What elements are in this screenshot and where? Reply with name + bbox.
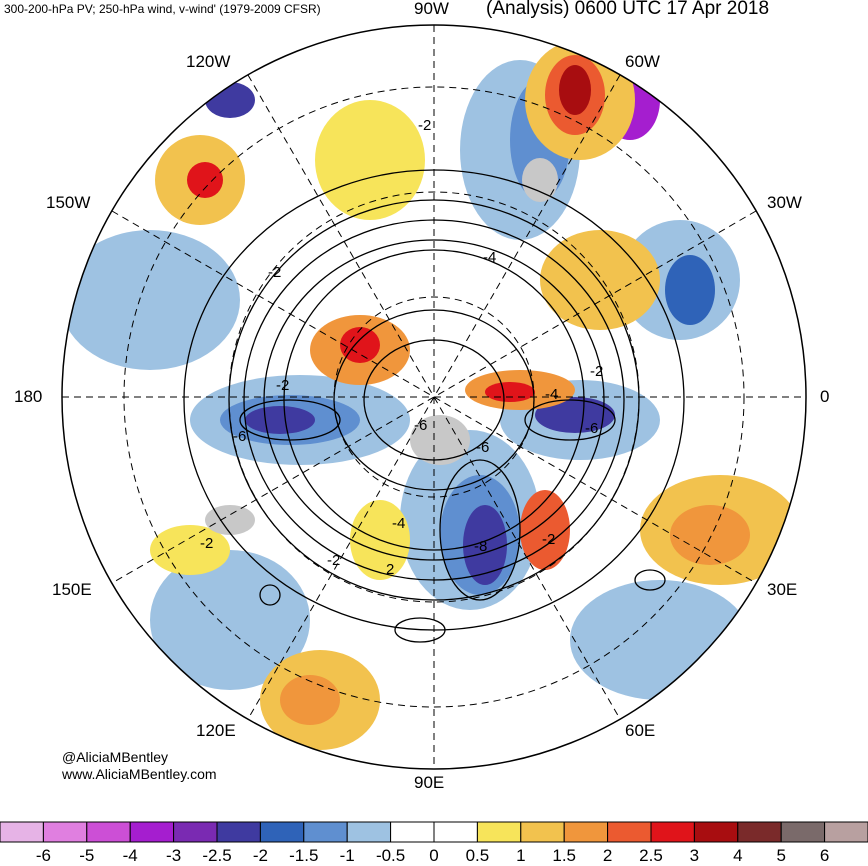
lon-label-120w: 120W xyxy=(186,52,231,71)
colorbar-tick-label: 1.5 xyxy=(552,846,577,865)
contour-label: -2 xyxy=(418,117,431,134)
colorbar-tick-label: -3 xyxy=(166,846,182,865)
contour-labels: -2 -2 -4 -2 -2 -6 -6 -6 -4 -8 -2 2 -2 -4… xyxy=(200,117,603,578)
contour-label: -8 xyxy=(474,538,487,555)
colorbar-tick-label: 5 xyxy=(776,846,786,865)
credit-handle: @AliciaMBentley xyxy=(62,749,169,765)
colorbar-tick-label: -4 xyxy=(122,846,138,865)
colorbar-swatch xyxy=(0,821,44,843)
lon-label-180: 180 xyxy=(14,387,43,406)
contour-label: -6 xyxy=(476,439,489,456)
colorbar-swatch xyxy=(650,821,695,843)
contour-label: -2 xyxy=(590,363,603,380)
lon-label-120e: 120E xyxy=(196,721,236,740)
colorbar-tick-label: 1 xyxy=(516,846,526,865)
contour-label: -6 xyxy=(585,420,598,437)
contour-label: -4 xyxy=(392,515,405,532)
colorbar-tick-label: 6 xyxy=(819,846,830,865)
colorbar-swatch xyxy=(390,821,435,843)
colorbar-swatch xyxy=(520,821,565,843)
contour-label: -4 xyxy=(483,249,496,266)
lon-label-0: 0 xyxy=(820,387,830,406)
polar-map: -2 -2 -4 -2 -2 -6 -6 -6 -4 -8 -2 2 -2 -4… xyxy=(61,24,807,770)
colorbar-swatch xyxy=(129,821,175,843)
colorbar-swatch xyxy=(693,821,739,843)
colorbar xyxy=(0,821,868,843)
lon-label-60w: 60W xyxy=(625,52,660,71)
colorbar-tick-label: -5 xyxy=(79,846,95,865)
contour-label: -2 xyxy=(327,552,340,569)
colorbar-tick-label: -0.5 xyxy=(375,846,406,865)
graticule xyxy=(62,25,806,769)
credit-website: www.AliciaMBentley.com xyxy=(62,766,217,782)
colorbar-swatch xyxy=(216,821,261,843)
colorbar-tick-label: 2 xyxy=(602,846,613,865)
colorbar-tick-label: -6 xyxy=(35,846,51,865)
contour-label: -2 xyxy=(268,264,281,281)
contour-label: -6 xyxy=(414,417,427,434)
colorbar-swatch xyxy=(303,821,348,843)
contour-label: -6 xyxy=(233,428,246,445)
lon-label-30e: 30E xyxy=(767,580,798,599)
colorbar-swatch xyxy=(86,821,131,843)
colorbar-swatch xyxy=(346,821,392,843)
map-boundary xyxy=(61,24,807,770)
lon-label-30w: 30W xyxy=(767,193,802,212)
colorbar-tick-label: -1.5 xyxy=(289,846,319,865)
colorbar-tick-label: 0 xyxy=(429,846,439,865)
colorbar-swatch xyxy=(780,821,826,843)
colorbar-tick-label: -1 xyxy=(339,846,355,865)
colorbar-swatch xyxy=(824,821,868,843)
colorbar-tick-label: 0.5 xyxy=(465,846,490,865)
contour-label: -2 xyxy=(200,535,213,552)
colorbar-tick-label: 2.5 xyxy=(639,846,663,865)
pv-shading xyxy=(62,40,800,750)
contour-label: 2 xyxy=(386,561,394,578)
lon-label-60e: 60E xyxy=(625,721,656,740)
colorbar-swatch xyxy=(476,821,522,843)
colorbar-tick-label: -2.5 xyxy=(202,846,232,865)
colorbar-tick-label: 3 xyxy=(689,846,700,865)
colorbar-swatch xyxy=(563,821,609,843)
colorbar-swatch xyxy=(259,821,305,843)
lon-label-150e: 150E xyxy=(52,580,92,599)
contour-label: -2 xyxy=(276,377,289,394)
colorbar-swatch xyxy=(433,821,478,843)
colorbar-swatch xyxy=(173,821,218,843)
contour-label: -2 xyxy=(542,531,555,548)
lon-label-90w: 90W xyxy=(414,0,449,18)
analysis-time-title: (Analysis) 0600 UTC 17 Apr 2018 xyxy=(486,0,770,19)
colorbar-tick-label: -2 xyxy=(252,846,268,865)
contour-label: -4 xyxy=(545,386,558,403)
colorbar-swatch xyxy=(42,821,88,843)
colorbar-swatch xyxy=(607,821,652,843)
colorbar-tick-label: 4 xyxy=(733,846,743,865)
lon-label-90e: 90E xyxy=(414,773,445,792)
map-description: 300-200-hPa PV; 250-hPa wind, v-wind' (1… xyxy=(4,2,321,16)
colorbar-swatch xyxy=(737,821,782,843)
lon-label-150w: 150W xyxy=(46,193,91,212)
